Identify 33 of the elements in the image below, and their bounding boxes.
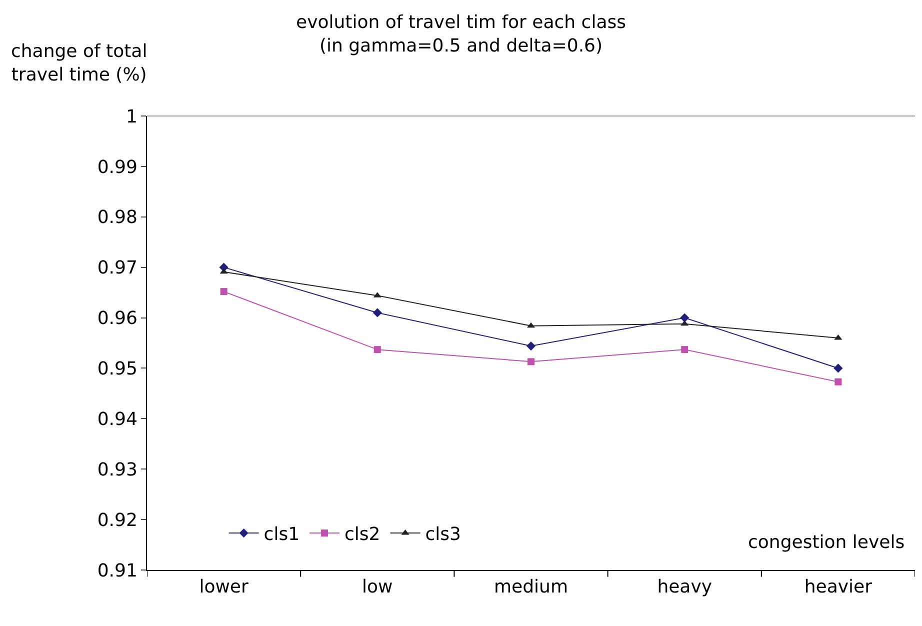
legend-label: cls1 (264, 524, 300, 546)
point (680, 313, 690, 322)
legend-label: cls2 (344, 524, 380, 546)
point (681, 346, 688, 354)
y-tick-label: 0.93 (97, 459, 138, 480)
y-tick-label: 1 (126, 106, 138, 128)
point (220, 288, 228, 296)
point (372, 308, 382, 318)
legend-label: cls3 (425, 524, 462, 546)
point (526, 341, 536, 351)
y-tick-label: 0.96 (97, 308, 138, 330)
point (680, 320, 689, 326)
x-tick-label: heavier (804, 576, 873, 598)
y-tick-label: 0.92 (97, 510, 138, 531)
point (834, 334, 842, 340)
y-tick-label: 0.91 (97, 560, 138, 582)
point (528, 358, 534, 366)
point (220, 268, 228, 274)
y-tick-label: 0.94 (97, 408, 138, 430)
chart-title: evolution of travel tim for each class (in gamma=0.5 and delta=0.6) (296, 12, 626, 57)
point (834, 364, 843, 373)
y-tick-label: 0.95 (97, 358, 138, 380)
x-tick-label: medium (494, 576, 568, 598)
x-tick-label: low (362, 576, 393, 598)
y-tick-label: 0.99 (97, 156, 138, 178)
y-axis-title: change of total travel time (%) (11, 41, 148, 86)
x-axis-title: congestion levels (748, 532, 905, 553)
point (374, 346, 381, 354)
y-tick-label: 0.98 (97, 207, 138, 228)
point (834, 378, 842, 386)
y-tick-label: 0.97 (97, 258, 138, 279)
x-tick-label: lower (199, 576, 249, 598)
x-tick-label: heavy (657, 576, 712, 598)
